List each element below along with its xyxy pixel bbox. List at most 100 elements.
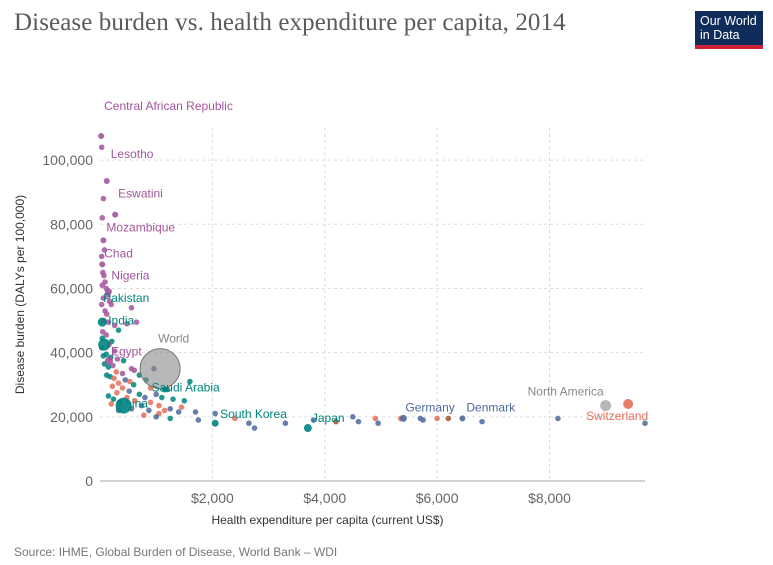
data-point	[115, 380, 122, 386]
y-tick-label: 60,000	[50, 280, 93, 296]
labeled-point	[100, 237, 107, 244]
labeled-point	[104, 356, 113, 365]
y-tick-label: 0	[85, 473, 93, 489]
data-point	[98, 253, 105, 260]
data-point	[642, 420, 648, 427]
data-point	[101, 247, 108, 253]
data-point	[167, 405, 174, 412]
data-point	[153, 391, 159, 398]
data-point	[119, 385, 126, 391]
labeled-point	[112, 211, 119, 218]
owid-logo[interactable]: Our World in Data	[695, 11, 763, 49]
data-point	[555, 415, 561, 422]
data-point	[372, 415, 379, 422]
labeled-point	[623, 398, 634, 409]
y-axis-label: Disease burden (DALYs per 100,000)	[13, 195, 27, 394]
point-label: North America	[528, 385, 604, 399]
data-point	[170, 396, 176, 402]
data-point	[108, 301, 115, 308]
data-point	[99, 282, 106, 289]
data-point	[128, 304, 135, 311]
data-point	[181, 397, 188, 404]
data-point	[375, 420, 381, 427]
point-label: World	[158, 332, 189, 346]
data-point	[310, 417, 317, 423]
data-point	[99, 215, 106, 221]
data-point	[153, 414, 159, 420]
data-point	[187, 378, 193, 385]
logo-line-2: in Data	[700, 28, 740, 42]
point-label: Central African Republic	[104, 99, 233, 113]
data-point	[212, 410, 218, 417]
data-point	[114, 389, 120, 396]
data-point	[167, 415, 174, 422]
labeled-point	[115, 397, 132, 414]
page-title: Disease burden vs. health expenditure pe…	[14, 9, 566, 36]
data-point	[113, 369, 120, 375]
data-point	[479, 418, 485, 425]
labeled-point	[399, 414, 407, 422]
data-point	[175, 409, 182, 415]
labeled-point	[98, 133, 105, 140]
point-label: Lesotho	[111, 147, 154, 161]
labeled-point	[161, 386, 168, 393]
point-label: China	[117, 397, 149, 411]
data-point	[251, 425, 258, 431]
y-tick-label: 40,000	[50, 345, 93, 361]
data-point	[114, 356, 121, 362]
labeled-point	[99, 261, 106, 268]
data-point	[130, 381, 137, 388]
data-point	[246, 420, 252, 427]
data-point	[105, 319, 112, 325]
point-label: Germany	[405, 400, 454, 414]
grid-layer	[100, 128, 645, 481]
data-point	[350, 414, 356, 420]
x-tick-label: $2,000	[191, 490, 234, 506]
data-point	[126, 378, 133, 385]
axis-layer: 0 20,000 40,000 60,000 80,000 100,000 $2,000 $4…	[42, 152, 645, 506]
labeled-point	[600, 400, 612, 412]
labeled-point	[103, 177, 110, 184]
point-label: India	[108, 314, 134, 328]
data-point	[110, 362, 116, 369]
data-point	[98, 144, 105, 151]
data-point	[115, 327, 122, 333]
labeled-point	[459, 415, 466, 422]
point-label: Mozambique	[106, 220, 175, 234]
data-point	[111, 375, 117, 382]
data-point	[434, 415, 440, 422]
data-point	[101, 272, 107, 279]
data-point	[147, 399, 154, 406]
data-point	[195, 417, 202, 423]
point-label: Saudi Arabia	[152, 381, 220, 395]
point-label: Nigeria	[111, 269, 149, 283]
data-point	[333, 418, 339, 425]
data-point	[111, 322, 118, 329]
x-tick-label: $6,000	[416, 490, 459, 506]
y-tick-label: 20,000	[50, 409, 93, 425]
data-point	[445, 415, 452, 422]
data-point	[100, 195, 107, 202]
labeled-point	[98, 338, 111, 351]
data-point	[109, 383, 116, 390]
point-label: Pakistan	[103, 291, 149, 305]
point-label: Eswatini	[118, 187, 163, 201]
logo-line-1: Our World	[700, 14, 757, 28]
label-layer: Central African Republic Lesotho Eswatini M…	[103, 99, 648, 425]
data-point	[138, 402, 145, 409]
labeled-point	[303, 424, 312, 433]
x-tick-label: $8,000	[528, 490, 571, 506]
data-point	[136, 391, 143, 398]
data-point	[131, 367, 138, 374]
x-axis-label: Health expenditure per capita (current U…	[211, 513, 443, 527]
data-point	[282, 420, 289, 427]
data-point	[156, 402, 162, 409]
labeled-point	[211, 419, 219, 427]
data-point	[232, 415, 238, 422]
data-point	[159, 394, 165, 401]
point-label: Japan	[312, 411, 345, 425]
data-point	[98, 301, 105, 308]
y-tick-label: 100,000	[42, 152, 93, 168]
data-point	[146, 407, 152, 414]
x-tick-label: $4,000	[303, 490, 346, 506]
